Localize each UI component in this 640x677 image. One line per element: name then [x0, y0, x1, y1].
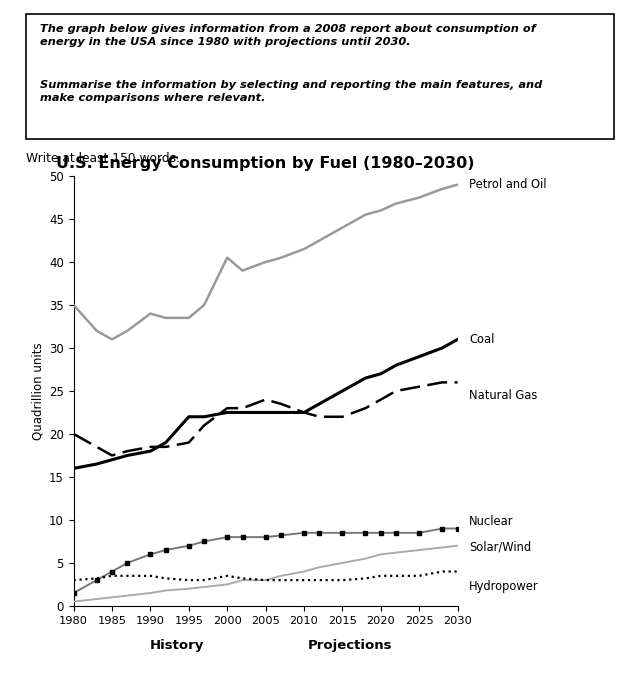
Text: History: History — [150, 639, 204, 652]
FancyBboxPatch shape — [26, 14, 614, 139]
Text: Solar/Wind: Solar/Wind — [469, 541, 531, 554]
Text: Write at least 150 words.: Write at least 150 words. — [26, 152, 180, 165]
Text: Nuclear: Nuclear — [469, 515, 514, 528]
Text: Natural Gas: Natural Gas — [469, 389, 538, 401]
Y-axis label: Quadrillion units: Quadrillion units — [32, 342, 45, 440]
Title: U.S. Energy Consumption by Fuel (1980–2030): U.S. Energy Consumption by Fuel (1980–20… — [56, 156, 475, 171]
Text: Projections: Projections — [308, 639, 392, 652]
Text: Coal: Coal — [469, 333, 495, 346]
Text: The graph below gives information from a 2008 report about consumption of
energy: The graph below gives information from a… — [40, 24, 536, 47]
Text: Summarise the information by selecting and reporting the main features, and
make: Summarise the information by selecting a… — [40, 80, 543, 103]
Text: Petrol and Oil: Petrol and Oil — [469, 178, 547, 191]
Text: Hydropower: Hydropower — [469, 580, 539, 594]
